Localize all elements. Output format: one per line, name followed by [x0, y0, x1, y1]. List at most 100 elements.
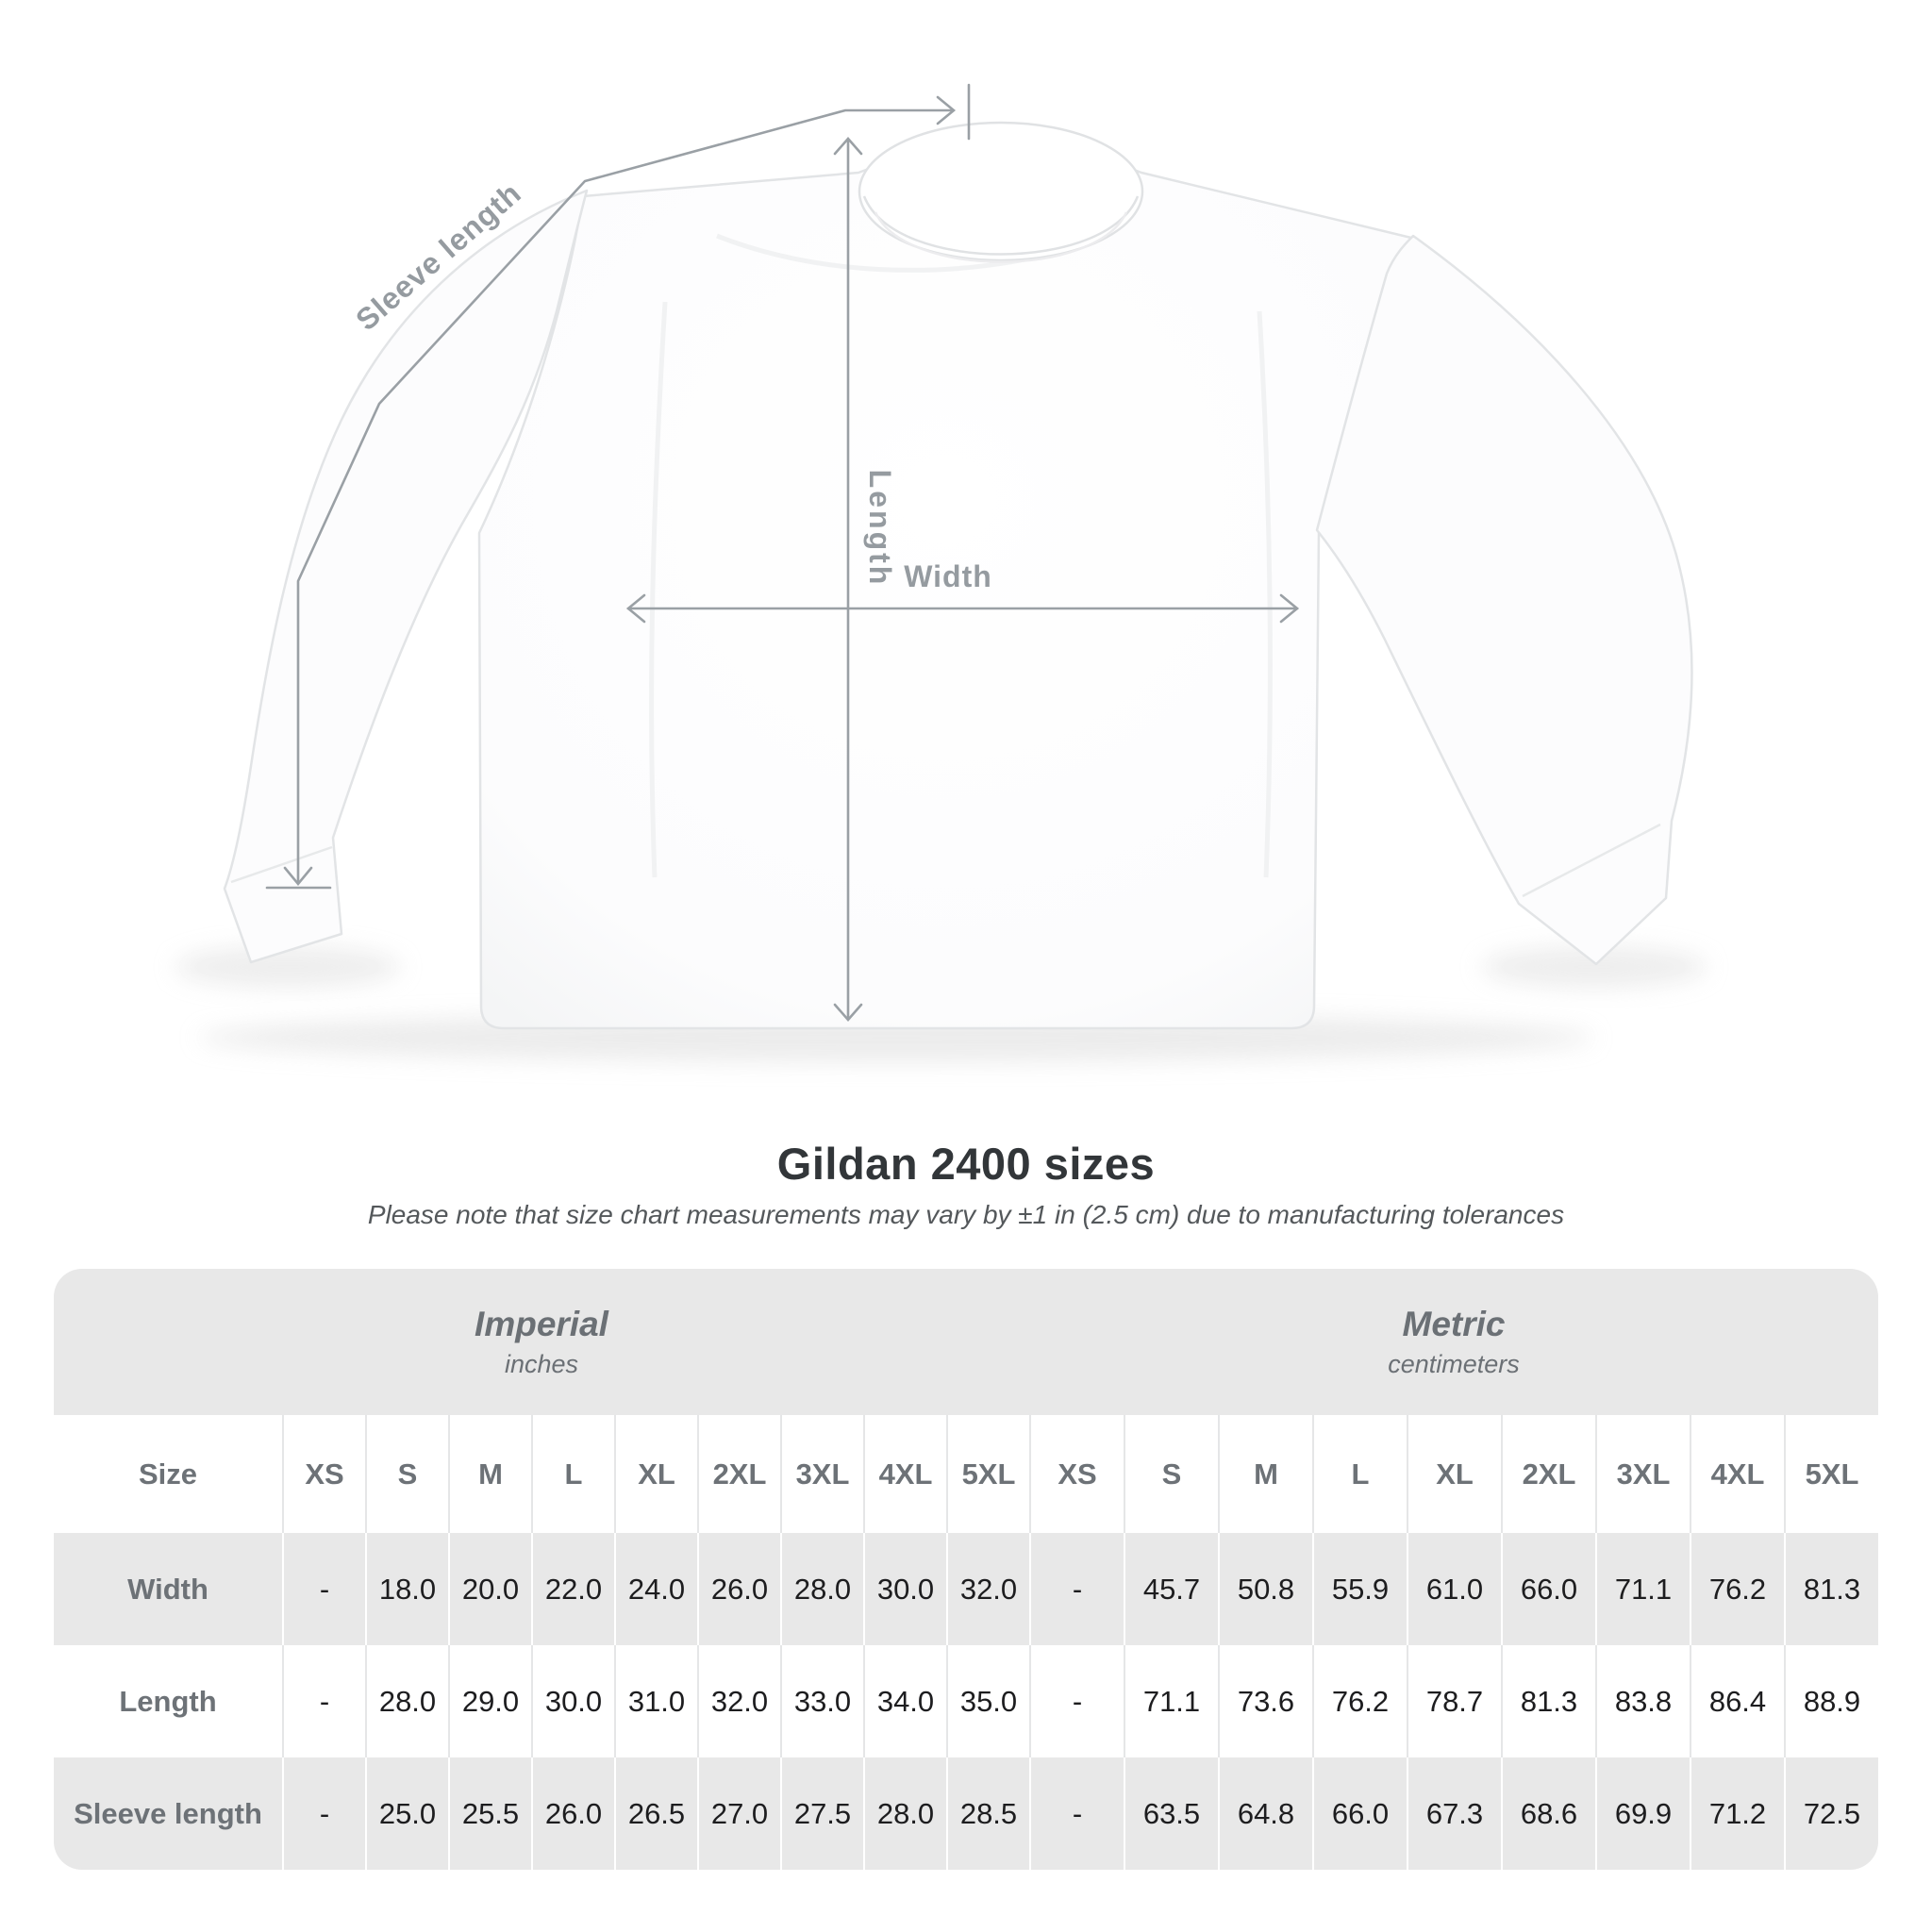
imperial-value: 27.0	[697, 1757, 780, 1870]
imperial-value: 29.0	[448, 1645, 531, 1757]
column-header-metric-4xl: 4XL	[1690, 1415, 1784, 1533]
column-header-imperial-l: L	[531, 1415, 614, 1533]
imperial-value: 28.0	[863, 1757, 946, 1870]
column-header-imperial-4xl: 4XL	[863, 1415, 946, 1533]
column-header-imperial-3xl: 3XL	[780, 1415, 863, 1533]
imperial-value: 33.0	[780, 1645, 863, 1757]
measurement-lines	[265, 83, 1300, 1022]
metric-value: 66.0	[1312, 1757, 1407, 1870]
imperial-value: -	[282, 1533, 365, 1645]
imperial-value: 25.0	[365, 1757, 448, 1870]
shirt-diagram: Sleeve length Length Width	[175, 83, 1707, 1062]
imperial-value: -	[282, 1757, 365, 1870]
metric-value: 45.7	[1124, 1533, 1218, 1645]
metric-value: -	[1029, 1757, 1124, 1870]
metric-value: 88.9	[1784, 1645, 1878, 1757]
imperial-group-unit: inches	[504, 1350, 579, 1378]
metric-value: 63.5	[1124, 1757, 1218, 1870]
imperial-value: 26.0	[531, 1757, 614, 1870]
metric-group-name: Metric	[1402, 1305, 1506, 1343]
imperial-value: 24.0	[614, 1533, 697, 1645]
metric-value: 81.3	[1784, 1533, 1878, 1645]
metric-value: 50.8	[1218, 1533, 1312, 1645]
metric-value: 76.2	[1312, 1645, 1407, 1757]
metric-group-header: Metric centimeters	[1029, 1269, 1878, 1415]
imperial-value: 35.0	[946, 1645, 1029, 1757]
imperial-value: 28.0	[780, 1533, 863, 1645]
sleeve-length-arrow-down-icon	[283, 866, 313, 887]
imperial-value: 20.0	[448, 1533, 531, 1645]
metric-value: 61.0	[1407, 1533, 1501, 1645]
column-header-imperial-5xl: 5XL	[946, 1415, 1029, 1533]
column-header-imperial-xl: XL	[614, 1415, 697, 1533]
column-header-imperial-2xl: 2XL	[697, 1415, 780, 1533]
column-header-metric-3xl: 3XL	[1595, 1415, 1690, 1533]
width-label: Width	[904, 559, 992, 593]
row-label: Width	[54, 1533, 282, 1645]
metric-group-unit: centimeters	[1388, 1350, 1520, 1378]
metric-value: 73.6	[1218, 1645, 1312, 1757]
metric-value: 71.1	[1124, 1645, 1218, 1757]
imperial-value: 31.0	[614, 1645, 697, 1757]
metric-value: 83.8	[1595, 1645, 1690, 1757]
column-header-metric-2xl: 2XL	[1501, 1415, 1595, 1533]
metric-value: 66.0	[1501, 1533, 1595, 1645]
imperial-value: 28.0	[365, 1645, 448, 1757]
page-subtitle: Please note that size chart measurements…	[367, 1200, 1565, 1229]
imperial-value: 26.5	[614, 1757, 697, 1870]
column-header-imperial-m: M	[448, 1415, 531, 1533]
column-header-metric-xs: XS	[1029, 1415, 1124, 1533]
unit-group-band: Imperial inches Metric centimeters	[54, 1269, 1878, 1415]
column-header-metric-xl: XL	[1407, 1415, 1501, 1533]
column-header-metric-l: L	[1312, 1415, 1407, 1533]
metric-value: -	[1029, 1645, 1124, 1757]
metric-value: -	[1029, 1533, 1124, 1645]
imperial-value: 28.5	[946, 1757, 1029, 1870]
imperial-value: 18.0	[365, 1533, 448, 1645]
imperial-group-header: Imperial inches	[54, 1269, 1029, 1415]
column-header-size: Size	[54, 1415, 282, 1533]
column-header-metric-m: M	[1218, 1415, 1312, 1533]
metric-value: 72.5	[1784, 1757, 1878, 1870]
imperial-value: 25.5	[448, 1757, 531, 1870]
column-header-metric-5xl: 5XL	[1784, 1415, 1878, 1533]
left-cuff-seam	[230, 845, 333, 884]
shirt-left-sleeve	[223, 189, 589, 964]
metric-value: 78.7	[1407, 1645, 1501, 1757]
metric-value: 71.2	[1690, 1757, 1784, 1870]
row-label: Length	[54, 1645, 282, 1757]
imperial-value: 30.0	[531, 1645, 614, 1757]
imperial-value: 34.0	[863, 1645, 946, 1757]
metric-value: 86.4	[1690, 1645, 1784, 1757]
metric-value: 68.6	[1501, 1757, 1595, 1870]
column-header-imperial-xs: XS	[282, 1415, 365, 1533]
metric-value: 64.8	[1218, 1757, 1312, 1870]
imperial-value: 22.0	[531, 1533, 614, 1645]
imperial-value: -	[282, 1645, 365, 1757]
shirt-right-sleeve	[1315, 234, 1693, 966]
sleeve-length-line	[296, 108, 955, 885]
imperial-group-name: Imperial	[475, 1305, 608, 1343]
right-cuff-seam	[1522, 823, 1661, 898]
width-arrow-right-icon	[1279, 593, 1300, 624]
imperial-value: 32.0	[946, 1533, 1029, 1645]
imperial-value: 27.5	[780, 1757, 863, 1870]
metric-value: 67.3	[1407, 1757, 1501, 1870]
size-table: Imperial inches Metric centimeters Size X…	[54, 1269, 1878, 1870]
length-label: Length	[863, 470, 897, 588]
imperial-value: 26.0	[697, 1533, 780, 1645]
metric-value: 69.9	[1595, 1757, 1690, 1870]
metric-value: 55.9	[1312, 1533, 1407, 1645]
size-grid: Size XS S M L XL 2XL 3XL 4XL 5XL XS S M L XL 2XL 3XL 4XL 5…	[54, 1415, 1878, 1870]
column-header-metric-s: S	[1124, 1415, 1218, 1533]
length-arrow-down-icon	[833, 1003, 863, 1022]
imperial-value: 30.0	[863, 1533, 946, 1645]
shirt-collar	[858, 121, 1144, 263]
page-title: Gildan 2400 sizes	[776, 1139, 1156, 1189]
width-arrow-left-icon	[625, 593, 646, 624]
row-label: Sleeve length	[54, 1757, 282, 1870]
metric-value: 76.2	[1690, 1533, 1784, 1645]
metric-value: 71.1	[1595, 1533, 1690, 1645]
column-header-imperial-s: S	[365, 1415, 448, 1533]
